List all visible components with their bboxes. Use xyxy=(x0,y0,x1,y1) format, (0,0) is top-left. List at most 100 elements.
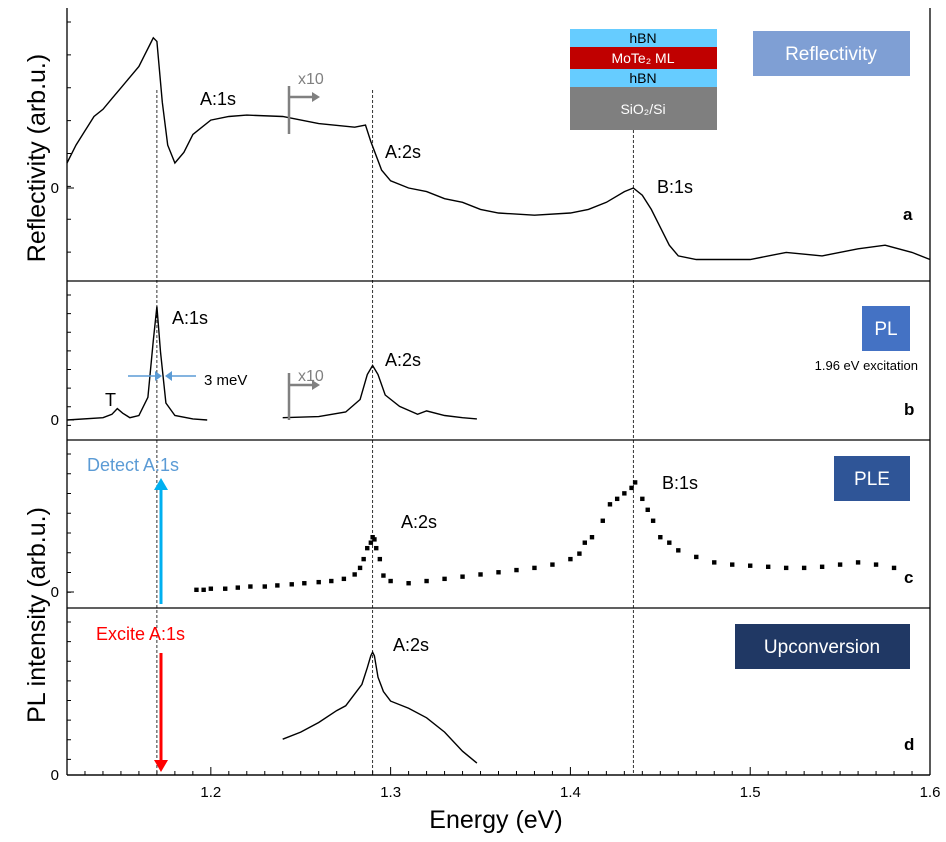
ple-point xyxy=(262,584,267,589)
excitation-text: 1.96 eV excitation xyxy=(815,358,918,373)
ple-point xyxy=(614,496,620,502)
y-zero-label-d: 0 xyxy=(51,767,59,784)
scale-marker-b-text: x10 xyxy=(298,368,324,385)
ple-point xyxy=(632,480,638,485)
ple-point xyxy=(329,578,334,584)
layer-mote2-label: MoTe₂ ML xyxy=(611,50,674,66)
reference-lines xyxy=(156,90,634,775)
ple-point xyxy=(194,587,199,593)
panel-letter-a: a xyxy=(903,205,913,224)
detect-label: Detect A:1s xyxy=(87,455,179,475)
layer-hbn-bottom xyxy=(570,69,717,87)
ple-point xyxy=(514,567,519,573)
series-b-1 xyxy=(282,364,477,420)
ple-point xyxy=(442,576,447,582)
y-zero-label-c: 0 xyxy=(51,584,59,601)
ple-point xyxy=(388,578,393,584)
ple-point xyxy=(622,491,627,496)
scale-marker-b: x10 xyxy=(287,368,324,420)
badge-pl xyxy=(862,306,910,351)
ple-point xyxy=(532,565,537,571)
ple-point xyxy=(496,570,501,575)
ple-point xyxy=(837,562,843,567)
x-tick-label: 1.3 xyxy=(380,784,401,801)
detect-arrow xyxy=(154,478,168,604)
ple-point xyxy=(460,574,465,579)
ple-point xyxy=(640,496,645,502)
ple-point xyxy=(873,562,879,567)
x-axis-label: Energy (eV) xyxy=(429,806,562,834)
label-pl-a-2s: A:2s xyxy=(385,350,421,370)
panel-b: 0 A:1s A:2s T 3 meV x10 PL 1.96 eV excit… xyxy=(51,281,930,441)
ple-point xyxy=(819,564,825,569)
ple-point xyxy=(406,581,411,586)
series-b-0 xyxy=(66,306,208,421)
label-trion: T xyxy=(105,390,116,410)
ple-point xyxy=(748,563,753,568)
ple-point xyxy=(478,572,483,577)
ple-point xyxy=(289,582,294,587)
ple-point xyxy=(667,540,672,545)
ple-point xyxy=(361,556,366,562)
ple-point xyxy=(645,507,650,512)
panel-letter-b: b xyxy=(904,400,914,419)
scale-marker-a: x10 xyxy=(287,71,324,134)
panel-c-plot: 0 xyxy=(51,440,930,609)
x-tick-label: 1.5 xyxy=(740,784,761,801)
ple-point xyxy=(424,578,429,584)
label-b-1s: B:1s xyxy=(657,177,693,197)
ple-point xyxy=(694,554,699,560)
ple-point xyxy=(568,556,573,562)
ple-point xyxy=(600,518,605,523)
x-tick-label: 1.6 xyxy=(920,784,941,801)
layer-substrate xyxy=(570,87,717,130)
badge-ple-text: PLE xyxy=(854,469,890,490)
ple-point xyxy=(341,576,347,582)
layer-mote2 xyxy=(570,47,717,69)
linewidth-marker: 3 meV xyxy=(128,371,247,389)
ple-point xyxy=(577,551,582,556)
excite-arrow xyxy=(154,653,168,772)
panel-a: 0 Reflectivity (arb.u.) A:1s A:2s B:1s x… xyxy=(23,8,931,282)
label-a-1s: A:1s xyxy=(200,89,236,109)
ple-point xyxy=(201,587,206,593)
ple-point xyxy=(374,545,379,551)
ple-point xyxy=(765,564,771,569)
layer-hbn-top-label: hBN xyxy=(629,30,656,46)
ple-point xyxy=(302,581,307,586)
ple-point xyxy=(316,579,321,585)
ple-point xyxy=(783,565,789,571)
label-ple-b-1s: B:1s xyxy=(662,473,698,493)
panel-letter-c: c xyxy=(904,568,913,587)
ple-point xyxy=(650,518,656,523)
ple-point xyxy=(248,584,253,589)
layer-substrate-label: SiO₂/Si xyxy=(620,101,665,117)
layer-hbn-top xyxy=(570,29,717,47)
x-tick-label: 1.2 xyxy=(200,784,221,801)
ple-point xyxy=(550,562,555,567)
ple-point xyxy=(275,583,280,588)
label-up-a-2s: A:2s xyxy=(393,635,429,655)
panel-a-ylabel: Reflectivity (arb.u.) xyxy=(23,54,51,262)
badge-upconversion-text: Upconversion xyxy=(764,637,880,658)
ple-point xyxy=(712,560,717,565)
series-a-0 xyxy=(66,36,931,261)
badge-ple xyxy=(834,456,910,501)
ple-point xyxy=(891,565,897,571)
shared-ylabel: PL intensity (arb.u.) xyxy=(23,507,51,723)
x-axis: 1.2 1.3 1.4 1.5 1.6 xyxy=(67,8,940,801)
ple-point xyxy=(855,560,861,565)
panel-letter-d: d xyxy=(904,735,914,754)
x-tick-label: 1.4 xyxy=(560,784,581,801)
ple-point xyxy=(676,548,681,553)
ple-point xyxy=(658,535,663,540)
badge-reflectivity xyxy=(753,31,910,76)
excite-label: Excite A:1s xyxy=(96,624,185,644)
ple-point xyxy=(377,556,383,562)
badge-upconversion xyxy=(735,624,910,669)
layer-hbn-bottom-label: hBN xyxy=(629,70,656,86)
ple-point xyxy=(208,586,214,591)
panel-b-plot: 0 xyxy=(51,281,930,441)
ple-point xyxy=(368,540,374,545)
